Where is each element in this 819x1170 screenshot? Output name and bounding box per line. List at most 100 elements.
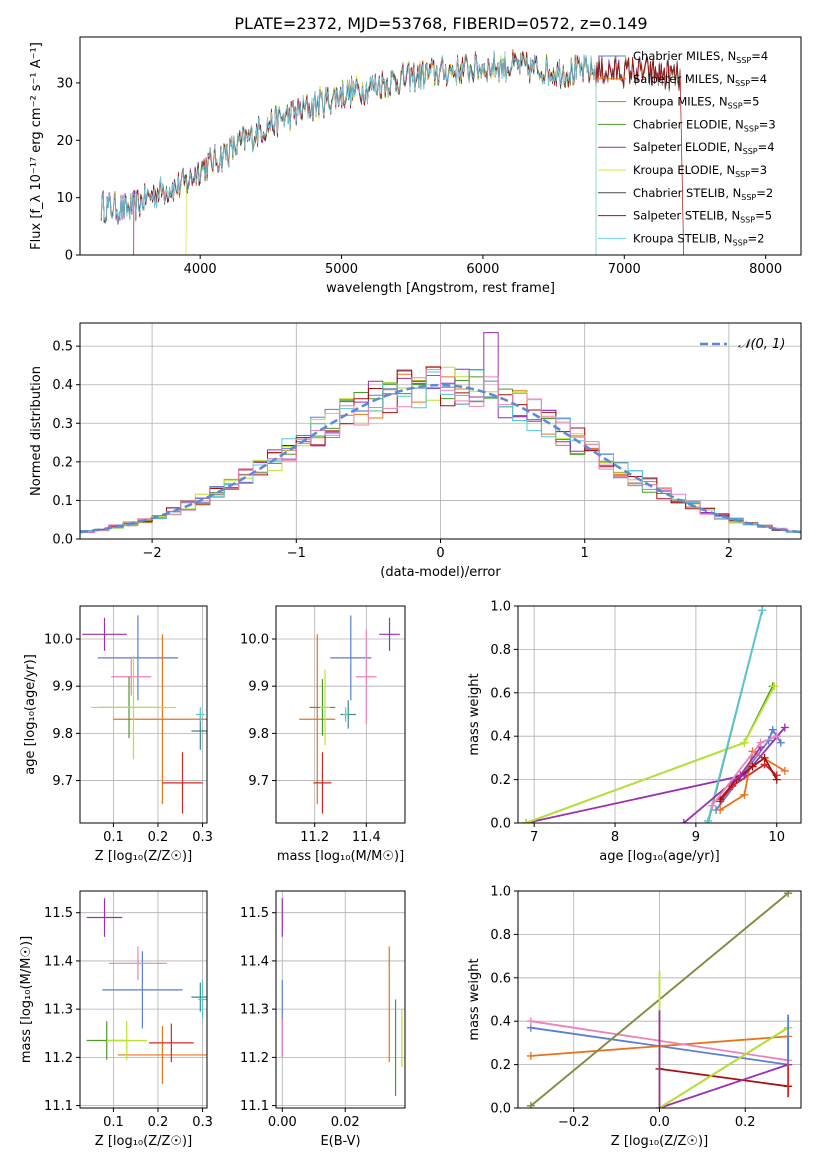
legend-sub: SSP (735, 170, 750, 179)
legend-label: Chabrier STELIB, N (633, 186, 741, 200)
residuals-xtick-label: 1 (581, 546, 589, 561)
weight-vs-Z-xtick-label: 0.0 (649, 1115, 670, 1130)
weight-vs-age-marker (704, 816, 713, 823)
legend-sub: SSP (733, 238, 748, 247)
weight-vs-age-xtick-label: 8 (611, 830, 619, 845)
residuals-ytick-label: 0.3 (52, 417, 73, 432)
spectrum-model-line (133, 51, 685, 255)
weight-vs-age-ytick-label: 0.0 (490, 817, 511, 832)
spectrum-xtick-label: 7000 (608, 262, 641, 277)
spectrum-xtick-label: 6000 (466, 262, 499, 277)
weight-vs-age-xtick-label: 9 (692, 830, 700, 845)
weight-vs-Z-frame (517, 890, 802, 1109)
age-vs-Z-ylabel: age [log₁₀(age/yr)] (23, 654, 38, 775)
weight-vs-age-marker (760, 753, 769, 762)
legend-sub: SSP (735, 79, 750, 88)
legend-nssp: =5 (755, 209, 772, 223)
residuals-ytick-label: 0.1 (52, 494, 73, 509)
weight-vs-Z-marker (526, 1017, 535, 1026)
weight-vs-age-marker (740, 790, 749, 799)
legend-label: Salpeter MILES, N (633, 72, 735, 86)
age-vs-mass-xlabel: mass [log₁₀(M/M☉)] (277, 849, 404, 864)
age-vs-mass-axes: 11.2 11.4 9.7 9.8 9.9 10.0 mass [log₁₀(M/M☉)] (240, 606, 405, 864)
legend-entry: Salpeter ELODIE, NSSP=4 (633, 140, 775, 156)
spectrum-ylabel: Flux [f_λ 10⁻¹⁷ erg cm⁻² s⁻¹ A⁻¹] (29, 42, 44, 250)
mass-vs-EBV-xtick-label: 0.02 (331, 1115, 360, 1130)
weight-vs-Z-ytick-label: 0.8 (490, 928, 511, 943)
mass-vs-EBV-axes: 0.00 0.02 11.1 11.2 11.3 11.4 11.5 E(B-V) (240, 891, 405, 1149)
legend-sub: SSP (740, 216, 755, 225)
legend-label: Kroupa STELIB, N (633, 231, 733, 245)
weight-vs-Z-ytick-label: 0.0 (490, 1102, 511, 1117)
age-vs-Z-ytick-label: 9.7 (52, 774, 73, 789)
age-vs-mass-ytick-label: 9.9 (248, 680, 269, 695)
weight-vs-age-marker (770, 682, 779, 691)
legend-label: Chabrier ELODIE, N (633, 117, 744, 131)
mass-vs-Z-xtick-label: 0.3 (192, 1115, 213, 1130)
weight-vs-age-ytick-label: 0.4 (490, 730, 511, 745)
weight-vs-age-ytick-label: 0.2 (490, 773, 511, 788)
weight-vs-Z-series-line (659, 1026, 789, 1108)
legend-label: Salpeter ELODIE, N (633, 140, 743, 154)
legend-nssp: =3 (750, 163, 767, 177)
legend-label: Kroupa MILES, N (633, 95, 728, 109)
residuals-ytick-label: 0.5 (52, 340, 73, 355)
weight-vs-age-marker (708, 801, 717, 810)
mass-vs-EBV-ytick-label: 11.3 (240, 1003, 269, 1018)
legend-sub: SSP (744, 124, 759, 133)
weight-vs-age-marker (758, 606, 767, 615)
residuals-ytick-label: 0.2 (52, 455, 73, 470)
mass-vs-Z-xtick-label: 0.1 (103, 1115, 124, 1130)
weight-vs-Z-ytick-label: 0.2 (490, 1058, 511, 1073)
legend-nssp: =4 (751, 49, 768, 63)
legend-nssp: =4 (750, 72, 767, 86)
weight-vs-age-marker (748, 762, 757, 771)
legend-nssp: =4 (758, 140, 775, 154)
mass-vs-Z-ytick-label: 11.3 (44, 1003, 73, 1018)
weight-vs-age-ylabel: mass weight (467, 673, 482, 755)
weight-vs-age-marker (740, 738, 749, 747)
legend-entry: Chabrier ELODIE, NSSP=3 (633, 117, 776, 133)
age-vs-Z-xlabel: Z [log₁₀(Z/Z☉)] (95, 849, 192, 864)
normal-legend-label: 𝒩(0, 1) (738, 337, 785, 352)
age-vs-Z-ytick-label: 10.0 (44, 633, 73, 648)
spectrum-ytick-label: 30 (56, 76, 73, 91)
weight-vs-age-series-line (719, 749, 786, 811)
mass-vs-EBV-ytick-label: 11.1 (240, 1099, 269, 1114)
residual-histogram (80, 369, 801, 534)
weight-vs-Z-marker (526, 1101, 535, 1108)
legend-label: Kroupa ELODIE, N (633, 163, 735, 177)
weight-vs-age-ytick-label: 1.0 (490, 600, 511, 615)
weight-vs-age-series-line (525, 685, 774, 823)
weight-vs-age-marker (772, 775, 781, 784)
mass-vs-Z-ytick-label: 11.4 (44, 954, 73, 969)
mass-vs-Z-ytick-label: 11.1 (44, 1099, 73, 1114)
mass-vs-EBV-frame (275, 890, 406, 1109)
legend-entry: Salpeter STELIB, NSSP=5 (633, 209, 772, 225)
spectrum-xtick-label: 4000 (184, 262, 217, 277)
age-vs-Z-axes: 0.1 0.2 0.3 9.7 9.8 9.9 10.0 Z [log₁₀(Z/Z☉)] age… (23, 606, 213, 864)
legend-entry: Kroupa STELIB, NSSP=2 (633, 231, 764, 247)
weight-vs-age-marker (736, 771, 745, 780)
spectrum-axes: 4000 5000 6000 7000 8000 0 10 20 30 wavelength [A… (29, 42, 782, 296)
spectrum-title: PLATE=2372, MJD=53768, FIBERID=0572, z=0… (234, 14, 647, 33)
weight-vs-Z-ytick-label: 1.0 (490, 885, 511, 900)
legend-label: Salpeter STELIB, N (633, 209, 740, 223)
age-vs-mass-ytick-label: 9.8 (248, 727, 269, 742)
legend-entry: Kroupa ELODIE, NSSP=3 (633, 163, 767, 179)
weight-vs-age-ytick-label: 0.6 (490, 686, 511, 701)
legend-sub: SSP (728, 102, 743, 111)
weight-vs-age-ytick-label: 0.8 (490, 643, 511, 658)
mass-vs-Z-ytick-label: 11.2 (44, 1051, 73, 1066)
mass-vs-Z-xtick-label: 0.2 (148, 1115, 169, 1130)
age-vs-Z-xtick-label: 0.1 (103, 830, 124, 845)
weight-vs-Z-series-line (659, 1068, 789, 1088)
age-vs-mass-ytick-label: 10.0 (240, 633, 269, 648)
residuals-xtick-label: 0 (436, 546, 444, 561)
weight-vs-age-marker (679, 819, 688, 823)
residuals-xtick-label: −2 (143, 546, 162, 561)
weight-vs-Z-ytick-label: 0.4 (490, 1015, 511, 1030)
age-vs-Z-ytick-label: 9.9 (52, 680, 73, 695)
weight-vs-age-axes: 7 8 9 10 0.0 0.2 0.4 0.6 0.8 1.0 age [log₁₀(age/yr… (467, 600, 801, 864)
